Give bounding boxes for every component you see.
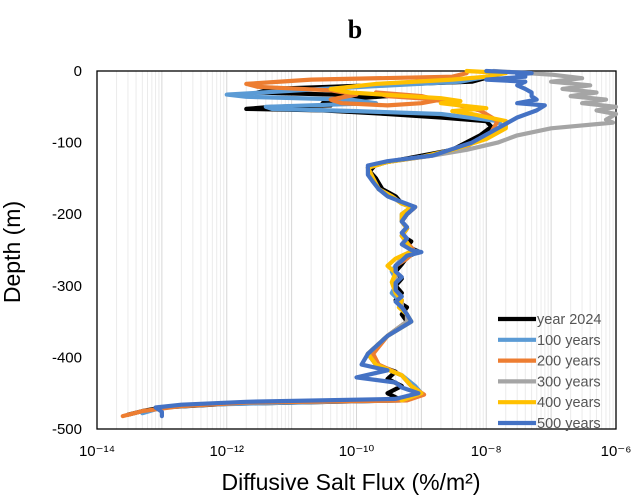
gridlines [96, 71, 614, 429]
series-line-year-2024 [125, 72, 500, 417]
y-tick-label: 0 [74, 63, 82, 80]
legend-label: 300 years [537, 374, 601, 390]
legend-label: 100 years [537, 333, 601, 349]
legend-label: 400 years [537, 395, 601, 411]
y-tick-label: -200 [52, 206, 82, 223]
tick-labels: 10⁻¹⁴ 10⁻¹² 10⁻¹⁰ 10⁻⁸ 10⁻⁶ 0 -100 -200 -300 -400… [52, 63, 631, 460]
x-tick-label: 10⁻⁶ [601, 443, 632, 460]
legend-label: 200 years [537, 354, 601, 370]
x-tick-label: 10⁻¹² [209, 443, 244, 460]
series-layer [120, 68, 619, 419]
y-tick-label: -400 [52, 349, 82, 366]
x-axis-title: Diffusive Salt Flux (%/m²) [221, 469, 480, 495]
y-axis-title: Depth (m) [0, 201, 25, 303]
series-line-200-years [120, 71, 500, 419]
legend-label: 500 years [537, 416, 601, 432]
legend: year 2024 100 years 200 years 300 years 400 … [498, 312, 602, 432]
y-tick-label: -100 [52, 135, 82, 152]
x-tick-label: 10⁻¹⁰ [339, 443, 375, 460]
y-tick-label: -300 [52, 278, 82, 295]
legend-label: year 2024 [537, 312, 602, 328]
plot-area-frame [96, 70, 617, 430]
series-line-500-years [153, 68, 547, 419]
x-tick-label: 10⁻¹⁴ [79, 443, 115, 460]
panel-label: b [348, 15, 362, 44]
y-tick-label: -500 [52, 421, 82, 438]
x-tick-label: 10⁻⁸ [471, 443, 502, 460]
